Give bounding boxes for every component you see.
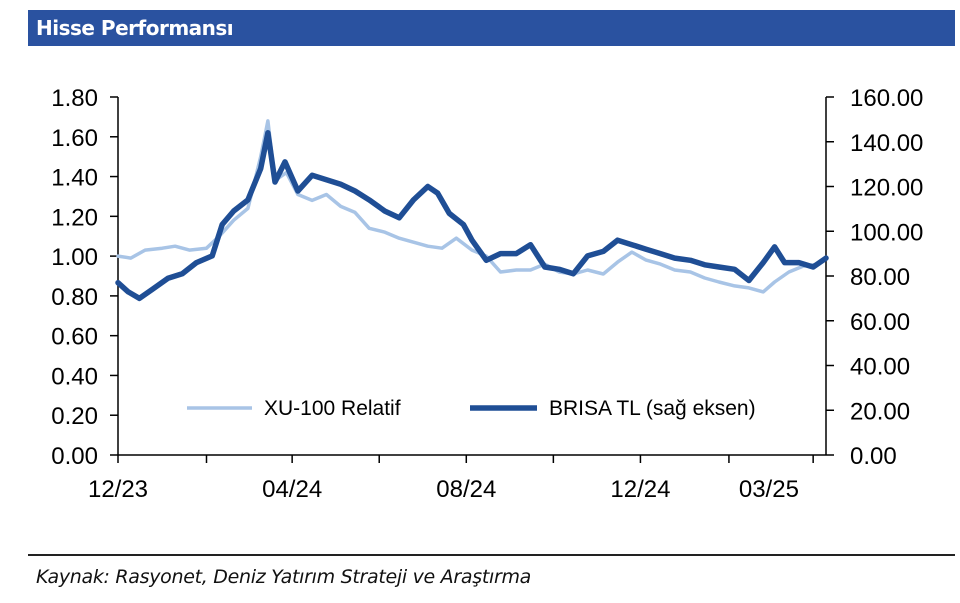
left-tick-label: 1.80 <box>51 85 98 112</box>
left-tick-label: 1.20 <box>51 204 98 231</box>
legend: XU-100 Relatif BRISA TL (sağ eksen) <box>187 397 756 420</box>
right-tick-label: 20.00 <box>850 398 910 425</box>
left-tick-label: 1.40 <box>51 165 98 192</box>
right-tick-label: 100.00 <box>850 219 923 246</box>
series-line-brisa <box>115 130 829 302</box>
right-tick-label: 0.00 <box>850 443 897 470</box>
source-note: Kaynak: Rasyonet, Deniz Yatırım Strateji… <box>36 566 532 588</box>
left-tick-label: 1.60 <box>51 125 98 152</box>
right-tick-label: 120.00 <box>850 175 923 202</box>
footer-divider <box>28 554 955 556</box>
x-tick-label: 03/25 <box>739 476 799 503</box>
right-tick-label: 140.00 <box>850 130 923 157</box>
right-tick-label: 60.00 <box>850 309 910 336</box>
series-line-xu100 <box>116 119 821 294</box>
header-bar: Hisse Performansı <box>28 10 955 46</box>
right-tick-label: 80.00 <box>850 264 910 291</box>
right-tick-label: 40.00 <box>850 354 910 381</box>
left-tick-label: 0.20 <box>51 403 98 430</box>
series-layer <box>115 119 829 302</box>
axes: 0.00 0.20 0.40 0.60 0.80 1.00 1.20 1.40 1.60 1.80… <box>51 85 923 503</box>
page-title: Hisse Performansı <box>36 16 234 40</box>
left-tick-label: 0.80 <box>51 284 98 311</box>
x-tick-label: 12/23 <box>88 476 148 503</box>
x-tick-label: 12/24 <box>610 476 670 503</box>
left-tick-label: 1.00 <box>51 244 98 271</box>
x-tick-label: 08/24 <box>436 476 496 503</box>
x-tick-label: 04/24 <box>262 476 322 503</box>
left-tick-label: 0.40 <box>51 363 98 390</box>
legend-label: BRISA TL (sağ eksen) <box>549 397 756 420</box>
legend-label: XU-100 Relatif <box>264 397 401 420</box>
left-tick-label: 0.60 <box>51 324 98 351</box>
left-tick-label: 0.00 <box>51 443 98 470</box>
right-tick-label: 160.00 <box>850 85 923 112</box>
